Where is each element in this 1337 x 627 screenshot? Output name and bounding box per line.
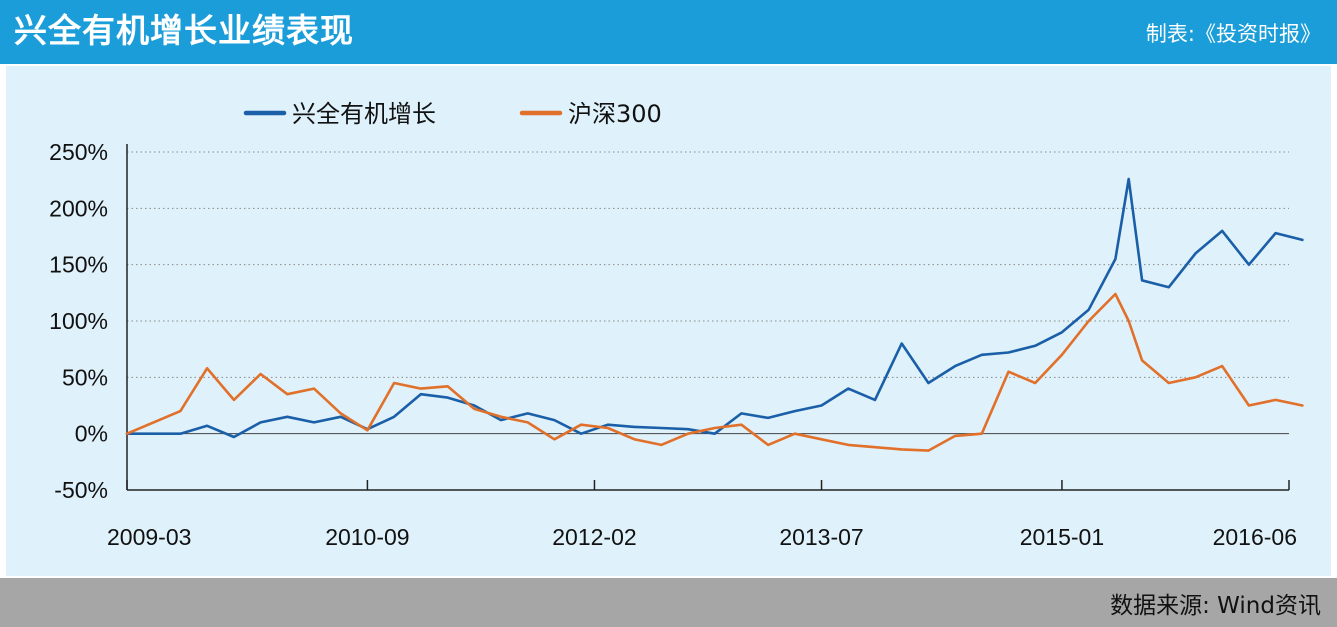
y-axis-tick-labels: 250% 200% 150% 100% 50% 0% -50% [49, 139, 108, 503]
series-lines [125, 177, 1304, 452]
y-tick-label: 250% [49, 139, 108, 165]
axes [126, 144, 1290, 491]
x-axis-tick-labels: 2009-03 2010-09 2012-02 2013-07 2015-01 2016-… [107, 524, 1297, 550]
footer-bar: 数据来源: Wind资讯 [0, 578, 1337, 627]
y-tick-label: -50% [54, 477, 108, 503]
y-tick-label: 150% [49, 252, 108, 278]
chart-title: 兴全有机增长业绩表现 [14, 11, 354, 50]
y-tick-label: 200% [49, 195, 108, 221]
y-tick-label: 50% [62, 364, 108, 390]
x-tick-label: 2016-06 [1213, 524, 1297, 550]
y-tick-label: 0% [75, 421, 108, 447]
y-tick-label: 100% [49, 308, 108, 334]
legend-label-2: 沪深300 [568, 100, 662, 128]
x-tick-label: 2013-07 [779, 524, 863, 550]
legend-label-1: 兴全有机增长 [292, 100, 436, 128]
x-tick-label: 2012-02 [552, 524, 636, 550]
series-line-2 [125, 292, 1304, 452]
series-line-1 [125, 177, 1304, 439]
source-text: 数据来源: Wind资讯 [1110, 593, 1321, 619]
x-tick-label: 2010-09 [325, 524, 409, 550]
legend: 兴全有机增长 沪深300 [243, 100, 662, 128]
credit-text: 制表:《投资时报》 [1145, 22, 1321, 46]
gridlines [127, 151, 1289, 378]
header-bar: 兴全有机增长业绩表现 制表:《投资时报》 [0, 0, 1337, 64]
x-tick-label: 2015-01 [1020, 524, 1104, 550]
x-tick-label: 2009-03 [107, 524, 191, 550]
